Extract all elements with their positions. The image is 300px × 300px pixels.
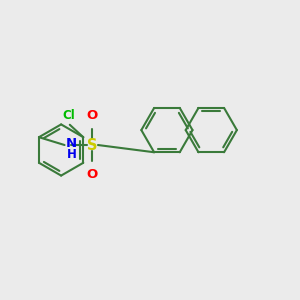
Text: O: O — [87, 168, 98, 181]
Text: S: S — [87, 137, 98, 152]
Text: Cl: Cl — [62, 109, 75, 122]
Text: H: H — [67, 148, 77, 161]
Text: O: O — [87, 109, 98, 122]
Text: N: N — [65, 137, 76, 150]
